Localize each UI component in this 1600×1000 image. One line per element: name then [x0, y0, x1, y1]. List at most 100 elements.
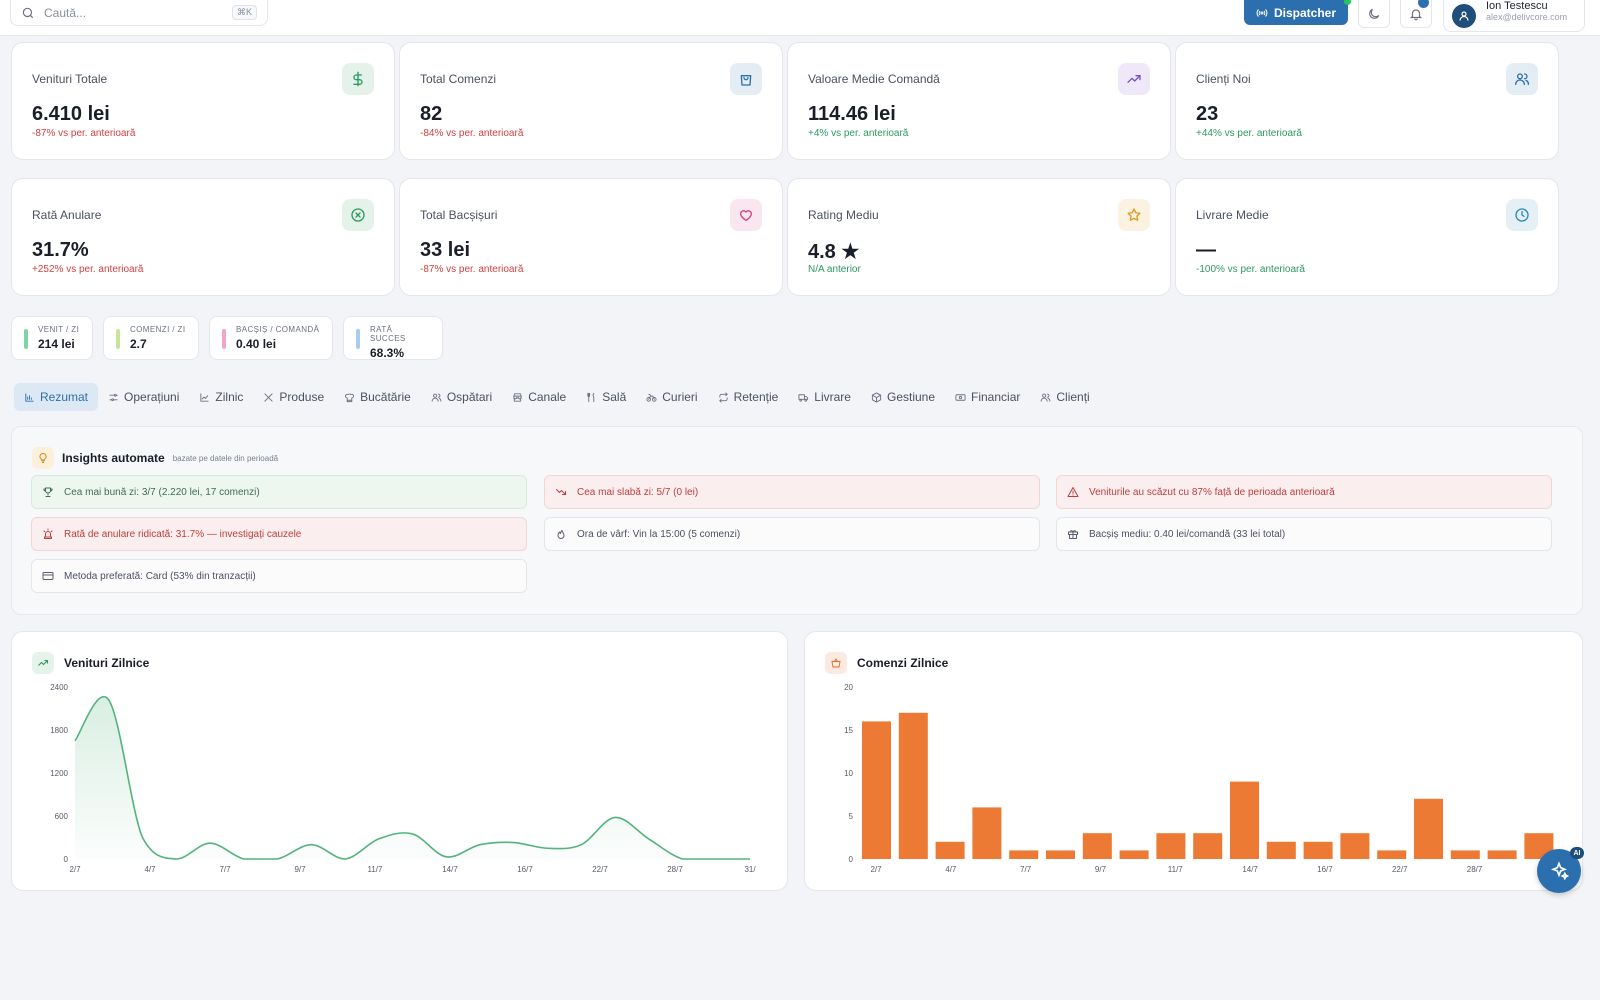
tab-label: Produse	[279, 390, 325, 404]
x-tick-label: 14/7	[442, 865, 458, 874]
kpi-label: Venituri Totale	[32, 72, 108, 86]
tab-utensils-crossed[interactable]: Produse	[253, 383, 334, 411]
tab-truck[interactable]: Livrare	[788, 383, 861, 411]
x-circle-icon	[351, 208, 365, 222]
insight-item: Cea mai slabă zi: 5/7 (0 lei)	[544, 475, 1040, 509]
orders-bar	[862, 721, 891, 859]
y-tick-label: 0	[849, 855, 854, 864]
x-tick-label: 31/	[744, 865, 756, 874]
mini-stat-value: 214 lei	[38, 337, 75, 351]
kpi-card: Livrare Medie — -100% vs per. anterioară	[1175, 178, 1559, 296]
tab-sliders[interactable]: Operațiuni	[98, 383, 189, 411]
kpi-card: Total Bacșișuri 33 lei -87% vs per. anteri…	[399, 178, 783, 296]
tab-bike[interactable]: Curieri	[636, 383, 707, 411]
orders-bar	[1230, 781, 1259, 859]
tab-bar-chart[interactable]: Rezumat	[14, 383, 99, 411]
tab-banknote[interactable]: Financiar	[945, 383, 1030, 411]
daily-revenue-panel: Venituri Zilnice 0 600 1200 1800 2400 2/7 4/7 7…	[11, 631, 788, 891]
siren-icon	[43, 528, 53, 539]
tab-repeat[interactable]: Retenție	[708, 383, 789, 411]
orders-bar	[1377, 850, 1407, 859]
sparkles-icon	[1550, 861, 1569, 881]
dispatcher-button[interactable]: Dispatcher	[1244, 0, 1351, 25]
tab-users[interactable]: Ospătari	[421, 383, 502, 411]
orders-bar	[1340, 833, 1370, 859]
search-input[interactable]: Caută... ⌘K	[10, 0, 268, 26]
kpi-change: +44% vs per. anterioară	[1196, 128, 1302, 139]
x-tick-label: 14/7	[1242, 865, 1258, 874]
store-icon	[513, 392, 522, 402]
mini-stat-label: BACȘIȘ / COMANDĂ	[236, 325, 320, 334]
tab-chef-hat[interactable]: Bucătărie	[334, 383, 421, 411]
orders-bar	[898, 712, 928, 859]
kpi-card: Rating Mediu 4.8 ★ N/A anterior	[787, 178, 1171, 296]
truck-icon	[798, 393, 809, 402]
notifications-button[interactable]	[1400, 0, 1432, 28]
x-tick-label: 11/7	[1168, 865, 1184, 874]
tab-line-chart[interactable]: Zilnic	[189, 383, 253, 411]
kpi-change: -87% vs per. anterioară	[420, 264, 524, 275]
kpi-label: Livrare Medie	[1196, 208, 1269, 222]
kpi-value: 33 lei	[420, 239, 471, 261]
tab-package[interactable]: Gestiune	[861, 383, 945, 411]
lightbulb-icon	[32, 447, 54, 469]
users-icon	[1515, 73, 1529, 85]
x-tick-label: 2/7	[870, 865, 882, 874]
orders-bar	[1450, 850, 1480, 859]
x-tick-label: 4/7	[945, 865, 957, 874]
dollar-icon	[353, 71, 363, 87]
mini-stat-label: RATĂ SUCCES	[370, 325, 406, 343]
kpi-value: 4.8 ★	[808, 241, 860, 263]
kpi-icon-badge	[1118, 63, 1150, 95]
orders-bar	[1266, 841, 1296, 859]
ai-assistant-button[interactable]: AI	[1537, 847, 1584, 893]
orders-bar	[1193, 833, 1223, 859]
y-tick-label: 1800	[50, 726, 68, 735]
insight-item: Ora de vârf: Vin la 15:00 (5 comenzi)	[544, 517, 1040, 551]
orders-bar	[1487, 850, 1517, 859]
tab-label: Retenție	[733, 390, 779, 404]
mini-stat-value: 68.3%	[370, 346, 405, 360]
bar-chart-icon	[25, 392, 34, 402]
shopping-bag-icon	[740, 75, 752, 86]
moon-icon	[1369, 8, 1380, 19]
mini-stat-label: VENIT / ZI	[38, 325, 80, 334]
user-menu[interactable]: Ion Testescu alex@delivcore.com	[1443, 0, 1585, 32]
trending-up-icon	[32, 652, 54, 674]
insight-item: Rată de anulare ridicată: 31.7% — invest…	[31, 517, 527, 551]
mini-stat-value: 0.40 lei	[236, 337, 277, 351]
theme-toggle-button[interactable]	[1358, 0, 1390, 28]
insight-item: Cea mai bună zi: 3/7 (2.220 lei, 17 come…	[31, 475, 527, 509]
tab-store[interactable]: Canale	[502, 383, 576, 411]
tab-label: Livrare	[814, 390, 851, 404]
insight-text: Cea mai bună zi: 3/7 (2.220 lei, 17 come…	[64, 486, 260, 498]
tab-users[interactable]: Clienți	[1030, 383, 1099, 411]
tab-label: Clienți	[1056, 390, 1090, 404]
y-tick-label: 20	[844, 683, 853, 692]
mini-stat-color-bar	[116, 329, 120, 349]
y-tick-label: 1200	[50, 769, 68, 778]
kpi-change: N/A anterior	[808, 264, 861, 275]
kpi-label: Rating Mediu	[808, 208, 879, 222]
kpi-value: —	[1196, 239, 1216, 261]
kpi-value: 31.7%	[32, 239, 89, 261]
tab-label: Rezumat	[40, 390, 89, 404]
repeat-icon	[718, 391, 728, 403]
insight-text: Veniturile au scăzut cu 87% față de peri…	[1089, 486, 1335, 498]
insights-panel: Insights automate bazate pe datele din p…	[11, 426, 1583, 615]
heart-icon	[740, 210, 752, 221]
kpi-change: -84% vs per. anterioară	[420, 128, 524, 139]
y-tick-label: 2400	[50, 683, 68, 692]
kpi-card: Venituri Totale 6.410 lei -87% vs per. ant…	[11, 42, 395, 160]
mini-stat-value: 2.7	[130, 337, 147, 351]
users-icon	[1041, 393, 1051, 402]
tab-utensils[interactable]: Sală	[576, 383, 636, 411]
package-icon	[871, 391, 882, 403]
kpi-icon-badge	[1118, 199, 1150, 231]
kpi-card: Clienți Noi 23 +44% vs per. anterioară	[1175, 42, 1559, 160]
x-tick-label: 2/7	[69, 865, 81, 874]
mini-stat: BACȘIȘ / COMANDĂ 0.40 lei	[209, 316, 333, 360]
insight-text: Bacșiș mediu: 0.40 lei/comandă (33 lei t…	[1089, 528, 1286, 540]
user-email: alex@delivcore.com	[1486, 12, 1568, 22]
utensils-icon	[587, 392, 595, 402]
